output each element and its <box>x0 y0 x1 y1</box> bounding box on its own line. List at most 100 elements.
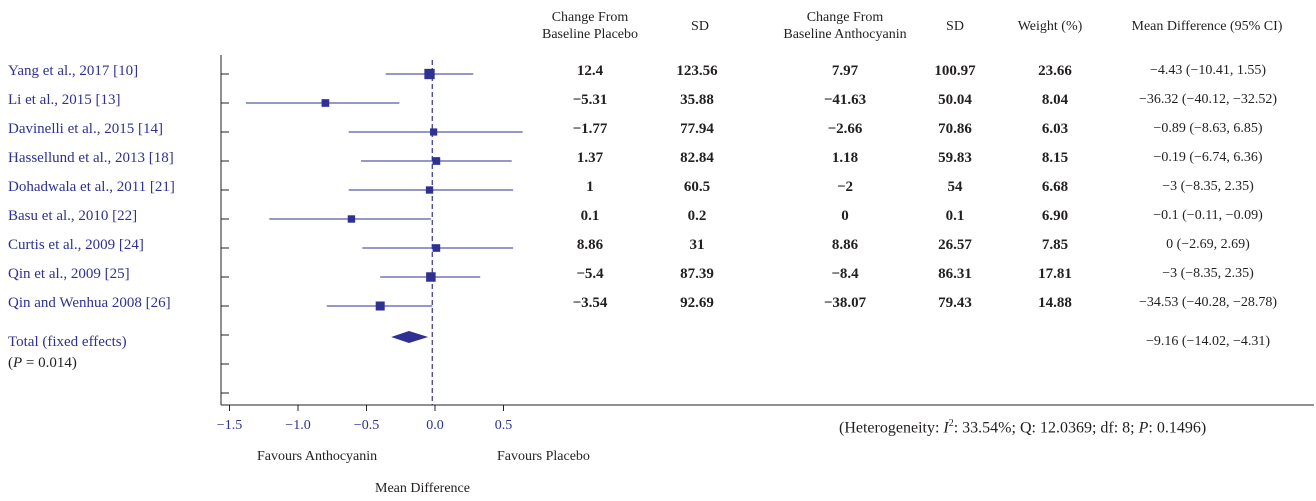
study-name: Li et al., 2015 [13] <box>8 92 121 108</box>
total-label: Total (fixed effects) <box>8 334 127 350</box>
header-change-anthocyanin-line1: Change From <box>806 10 884 25</box>
cell-sda: 86.31 <box>938 266 972 282</box>
cell-cp: −3.54 <box>572 295 608 311</box>
point-estimate-square <box>425 186 434 194</box>
total-p-prefix: ( <box>8 355 13 371</box>
total-diamond <box>391 331 429 343</box>
cell-cp: −5.4 <box>576 266 604 282</box>
cell-sdp: 35.88 <box>680 92 714 108</box>
cell-sdp: 87.39 <box>680 266 714 282</box>
total-p-italic: P <box>13 355 23 371</box>
cell-cp: 0.1 <box>580 208 600 224</box>
cell-cp: 12.4 <box>576 63 604 79</box>
cell-cp: 1 <box>586 179 594 195</box>
cell-mean-difference-ci: −0.89 (−8.63, 6.85) <box>1153 121 1263 136</box>
cell-sdp: 82.84 <box>680 150 714 166</box>
cell-ca: 7.97 <box>831 63 859 79</box>
cell-w: 8.04 <box>1041 92 1069 108</box>
het-p: P <box>1138 419 1149 437</box>
cell-sda: 0.1 <box>945 208 965 224</box>
header-change-placebo-line2: Baseline Placebo <box>541 27 639 42</box>
cell-sda: 79.43 <box>938 295 972 311</box>
cell-sda: 70.86 <box>938 121 972 137</box>
point-estimate-square <box>424 68 435 80</box>
header-sd-placebo: SD <box>691 19 709 34</box>
cell-ca: −2 <box>836 179 854 195</box>
cell-sda: 26.57 <box>938 237 972 253</box>
cell-sdp: 60.5 <box>683 179 711 195</box>
study-name: Qin and Wenhua 2008 [26] <box>8 295 171 311</box>
x-tick-label: −1.0 <box>285 418 311 433</box>
point-estimate-square <box>432 244 441 252</box>
het-mid: : 33.54%; Q: 12.0369; df: 8; <box>953 419 1139 437</box>
cell-cp: −5.31 <box>572 92 608 108</box>
header-change-anthocyanin: Change From Baseline Anthocyanin <box>760 9 930 43</box>
x-tick-label: −1.5 <box>216 418 243 433</box>
header-weight: Weight (%) <box>1017 19 1083 34</box>
cell-w: 14.88 <box>1038 295 1072 311</box>
cell-w: 23.66 <box>1038 63 1072 79</box>
x-tick-label: 0.0 <box>426 418 444 433</box>
point-estimate-square <box>321 99 330 107</box>
favours-anthocyanin-label: Favours Anthocyanin <box>257 449 378 464</box>
total-p-rest: = 0.014) <box>22 355 77 371</box>
cell-mean-difference-ci: −0.19 (−6.74, 6.36) <box>1153 150 1263 165</box>
heterogeneity-text: (Heterogeneity: I2: 33.54%; Q: 12.0369; … <box>839 418 1206 437</box>
x-tick-label: −0.5 <box>353 418 380 433</box>
cell-mean-difference-ci: −36.32 (−40.12, −32.52) <box>1138 92 1277 107</box>
cell-mean-difference-ci: −3 (−8.35, 2.35) <box>1162 266 1254 281</box>
point-estimate-square <box>347 215 356 223</box>
cell-cp: 8.86 <box>576 237 604 253</box>
cell-w: 7.85 <box>1041 237 1069 253</box>
study-name: Curtis et al., 2009 [24] <box>8 237 144 253</box>
point-estimate-square <box>432 157 441 165</box>
header-sd-anthocyanin: SD <box>946 19 964 34</box>
x-tick-label: 0.5 <box>494 418 513 433</box>
het-i: I <box>943 419 949 437</box>
cell-mean-difference-ci: −34.53 (−40.28, −28.78) <box>1138 295 1277 310</box>
cell-mean-difference-ci: −4.43 (−10.41, 1.55) <box>1149 63 1267 78</box>
cell-sdp: 123.56 <box>676 63 718 79</box>
het-i-sup: 2 <box>948 418 954 429</box>
cell-sdp: 92.69 <box>680 295 714 311</box>
total-p-value: (P = 0.014) <box>8 355 77 372</box>
cell-cp: 1.37 <box>576 150 604 166</box>
header-change-placebo: Change From Baseline Placebo <box>515 9 665 43</box>
het-prefix: (Heterogeneity: <box>839 419 944 437</box>
cell-cp: −1.77 <box>572 121 608 137</box>
study-name: Davinelli et al., 2015 [14] <box>8 121 163 137</box>
study-name: Yang et al., 2017 [10] <box>8 63 139 79</box>
cell-w: 6.03 <box>1041 121 1069 137</box>
header-change-anthocyanin-line2: Baseline Anthocyanin <box>783 27 907 42</box>
cell-ca: −8.4 <box>831 266 859 282</box>
header-mean-difference: Mean Difference (95% CI) <box>1131 19 1283 34</box>
study-name: Dohadwala et al., 2011 [21] <box>8 179 175 195</box>
cell-ca: −38.07 <box>823 295 867 311</box>
cell-sda: 50.04 <box>938 92 972 108</box>
favours-placebo-label: Favours Placebo <box>497 449 590 464</box>
cell-ca: 0 <box>841 208 849 224</box>
cell-w: 6.68 <box>1041 179 1069 195</box>
study-name: Basu et al., 2010 [22] <box>8 208 138 224</box>
cell-sda: 100.97 <box>934 63 976 79</box>
cell-w: 17.81 <box>1038 266 1072 282</box>
cell-mean-difference-ci: −0.1 (−0.11, −0.09) <box>1153 208 1263 223</box>
x-axis-label: Mean Difference <box>375 481 470 496</box>
cell-sdp: 77.94 <box>680 121 714 137</box>
cell-sdp: 0.2 <box>687 208 707 224</box>
cell-w: 6.90 <box>1041 208 1069 224</box>
cell-ca: −41.63 <box>823 92 867 108</box>
cell-sda: 59.83 <box>938 150 972 166</box>
cell-w: 8.15 <box>1041 150 1069 166</box>
cell-ca: 1.18 <box>831 150 859 166</box>
cell-ca: −2.66 <box>827 121 863 137</box>
header-change-placebo-line1: Change From <box>551 10 629 25</box>
point-estimate-square <box>430 128 438 136</box>
cell-mean-difference-ci: 0 (−2.69, 2.69) <box>1166 237 1250 252</box>
cell-mean-difference-ci: −3 (−8.35, 2.35) <box>1162 179 1254 194</box>
cell-sdp: 31 <box>689 237 705 253</box>
cell-sda: 54 <box>947 179 963 195</box>
study-name: Hassellund et al., 2013 [18] <box>8 150 174 166</box>
point-estimate-square <box>375 301 385 311</box>
